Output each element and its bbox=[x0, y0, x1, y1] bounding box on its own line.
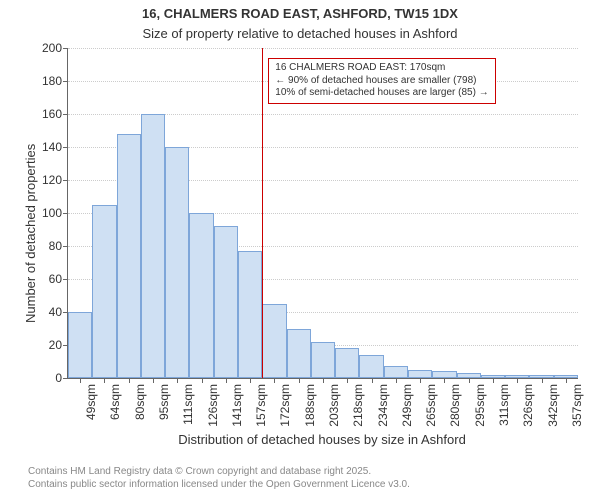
x-tick-mark bbox=[177, 378, 178, 383]
y-tick-mark bbox=[63, 48, 68, 49]
histogram-bar bbox=[141, 114, 165, 378]
grid-line bbox=[68, 48, 578, 49]
x-tick-label: 265sqm bbox=[424, 384, 438, 427]
footnote-line: Contains public sector information licen… bbox=[28, 479, 410, 492]
x-tick-mark bbox=[323, 378, 324, 383]
x-tick-label: 249sqm bbox=[400, 384, 414, 427]
x-tick-label: 64sqm bbox=[108, 384, 122, 420]
chart-root: 16, CHALMERS ROAD EAST, ASHFORD, TW15 1D… bbox=[0, 0, 600, 500]
x-tick-mark bbox=[396, 378, 397, 383]
x-tick-label: 95sqm bbox=[157, 384, 171, 420]
y-tick-mark bbox=[63, 81, 68, 82]
x-tick-label: 157sqm bbox=[254, 384, 268, 427]
chart-subtitle: Size of property relative to detached ho… bbox=[0, 26, 600, 41]
x-tick-mark bbox=[104, 378, 105, 383]
x-tick-mark bbox=[517, 378, 518, 383]
x-tick-label: 280sqm bbox=[448, 384, 462, 427]
histogram-bar bbox=[214, 226, 238, 378]
x-tick-mark bbox=[250, 378, 251, 383]
y-tick-mark bbox=[63, 378, 68, 379]
annotation-line: 10% of semi-detached houses are larger (… bbox=[275, 87, 488, 100]
histogram-bar bbox=[287, 329, 311, 379]
x-tick-mark bbox=[129, 378, 130, 383]
x-tick-label: 203sqm bbox=[327, 384, 341, 427]
histogram-bar bbox=[92, 205, 116, 378]
x-tick-label: 80sqm bbox=[133, 384, 147, 420]
x-tick-mark bbox=[274, 378, 275, 383]
x-tick-mark bbox=[153, 378, 154, 383]
histogram-bar bbox=[384, 366, 408, 378]
x-tick-label: 234sqm bbox=[376, 384, 390, 427]
x-tick-mark bbox=[444, 378, 445, 383]
x-tick-label: 188sqm bbox=[303, 384, 317, 427]
x-tick-label: 342sqm bbox=[546, 384, 560, 427]
reference-line bbox=[262, 48, 263, 378]
x-tick-mark bbox=[493, 378, 494, 383]
histogram-bar bbox=[165, 147, 189, 378]
x-tick-mark bbox=[299, 378, 300, 383]
annotation-box: 16 CHALMERS ROAD EAST: 170sqm← 90% of de… bbox=[268, 58, 495, 104]
histogram-bar bbox=[359, 355, 383, 378]
x-tick-label: 295sqm bbox=[473, 384, 487, 427]
x-tick-label: 218sqm bbox=[351, 384, 365, 427]
x-tick-label: 49sqm bbox=[84, 384, 98, 420]
x-tick-label: 111sqm bbox=[181, 384, 195, 425]
histogram-bar bbox=[432, 371, 456, 378]
x-tick-mark bbox=[202, 378, 203, 383]
histogram-bar bbox=[335, 348, 359, 378]
chart-title: 16, CHALMERS ROAD EAST, ASHFORD, TW15 1D… bbox=[0, 6, 600, 21]
histogram-bar bbox=[117, 134, 141, 378]
plot-area: 02040608010012014016018020049sqm64sqm80s… bbox=[67, 48, 578, 379]
x-tick-label: 141sqm bbox=[230, 384, 244, 427]
x-tick-label: 172sqm bbox=[278, 384, 292, 427]
x-tick-label: 357sqm bbox=[570, 384, 584, 427]
footnote: Contains HM Land Registry data © Crown c… bbox=[28, 466, 410, 491]
x-tick-mark bbox=[566, 378, 567, 383]
y-axis-title: Number of detached properties bbox=[23, 144, 38, 323]
y-tick-mark bbox=[63, 180, 68, 181]
y-tick-mark bbox=[63, 213, 68, 214]
annotation-line: 16 CHALMERS ROAD EAST: 170sqm bbox=[275, 62, 488, 75]
x-axis-title: Distribution of detached houses by size … bbox=[67, 432, 577, 447]
y-tick-mark bbox=[63, 114, 68, 115]
y-tick-mark bbox=[63, 147, 68, 148]
footnote-line: Contains HM Land Registry data © Crown c… bbox=[28, 466, 410, 479]
x-tick-mark bbox=[420, 378, 421, 383]
y-tick-mark bbox=[63, 246, 68, 247]
x-tick-mark bbox=[542, 378, 543, 383]
histogram-bar bbox=[408, 370, 432, 378]
x-tick-label: 326sqm bbox=[521, 384, 535, 427]
histogram-bar bbox=[262, 304, 286, 378]
x-tick-mark bbox=[372, 378, 373, 383]
y-tick-mark bbox=[63, 279, 68, 280]
histogram-bar bbox=[68, 312, 92, 378]
histogram-bar bbox=[311, 342, 335, 378]
x-tick-mark bbox=[469, 378, 470, 383]
x-tick-label: 311sqm bbox=[497, 384, 511, 426]
x-tick-mark bbox=[347, 378, 348, 383]
annotation-line: ← 90% of detached houses are smaller (79… bbox=[275, 75, 488, 88]
x-tick-mark bbox=[80, 378, 81, 383]
x-tick-label: 126sqm bbox=[206, 384, 220, 427]
histogram-bar bbox=[189, 213, 213, 378]
histogram-bar bbox=[238, 251, 262, 378]
x-tick-mark bbox=[226, 378, 227, 383]
